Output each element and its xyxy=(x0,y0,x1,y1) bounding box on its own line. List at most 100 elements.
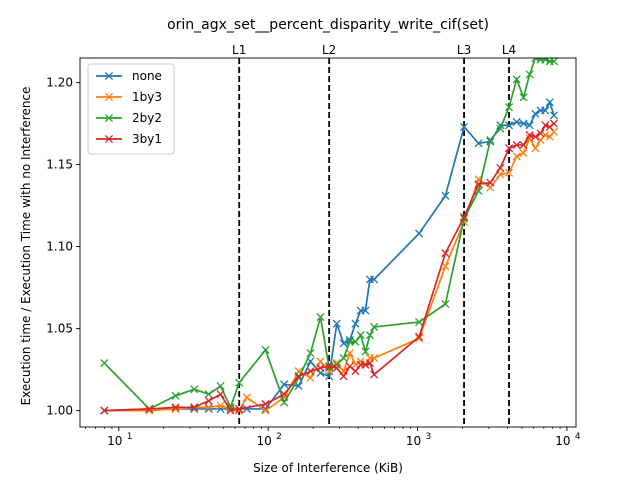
data-point-none-32 xyxy=(525,121,534,130)
data-point-1by3-9 xyxy=(261,406,270,415)
data-point-3by1-14 xyxy=(332,363,341,373)
x-tick-label: 10 xyxy=(107,434,122,448)
data-point-1by3-5 xyxy=(216,401,225,410)
data-point-1by3-35 xyxy=(541,131,550,140)
data-point-2by2-23 xyxy=(441,299,450,309)
data-point-3by1-21 xyxy=(370,370,379,379)
legend: none 1by3 2by2 3by1 xyxy=(87,63,175,155)
x-tick-label-exponent: 3 xyxy=(426,432,432,442)
x-tick-label: 10 xyxy=(257,434,272,448)
x-tick-label-exponent: 2 xyxy=(276,432,282,442)
y-tick-label: 1.20 xyxy=(46,76,73,90)
x-tick-label-exponent: 1 xyxy=(127,432,133,442)
data-point-2by2-26 xyxy=(486,135,495,145)
data-point-3by1-23 xyxy=(441,249,450,258)
data-point-1by3-13 xyxy=(316,357,325,366)
data-point-2by2-0 xyxy=(100,358,109,368)
data-point-2by2-30 xyxy=(519,93,528,102)
x-tick-label-exponent: 4 xyxy=(575,432,581,442)
data-point-2by2-17 xyxy=(351,337,360,346)
data-point-3by1-31 xyxy=(525,131,534,140)
data-point-3by1-33 xyxy=(536,129,545,138)
data-point-2by2-11 xyxy=(306,349,315,358)
data-point-2by2-15 xyxy=(339,354,348,363)
data-point-3by1-26 xyxy=(486,178,495,187)
data-point-none-10 xyxy=(280,380,289,389)
y-tick-label: 1.00 xyxy=(46,404,73,418)
data-point-2by2-2 xyxy=(171,391,180,400)
data-point-2by2-13 xyxy=(325,363,334,373)
data-point-3by1-10 xyxy=(294,372,303,381)
data-point-1by3-31 xyxy=(519,149,528,158)
data-point-3by1-20 xyxy=(365,358,374,368)
chart-title: orin_agx_set__percent_disparity_write_ci… xyxy=(167,17,489,33)
data-point-2by2-4 xyxy=(204,390,213,399)
y-tick-label: 1.10 xyxy=(46,240,73,254)
data-point-3by1-36 xyxy=(549,119,559,128)
data-point-2by2-27 xyxy=(496,124,505,133)
series-group xyxy=(100,58,559,415)
data-point-3by1-2 xyxy=(171,403,180,412)
data-point-1by3-12 xyxy=(306,373,315,382)
data-point-3by1-3 xyxy=(190,403,199,412)
legend-label-none: none xyxy=(132,69,162,83)
legend-label-1by3: 1by3 xyxy=(132,90,162,104)
data-point-3by1-5 xyxy=(216,390,225,399)
data-point-none-36 xyxy=(545,98,554,107)
data-point-2by2-7 xyxy=(235,378,244,387)
data-point-3by1-29 xyxy=(512,140,521,149)
data-point-none-22 xyxy=(370,275,379,284)
data-point-3by1-30 xyxy=(519,140,528,149)
vline-label-l1: L1 xyxy=(232,43,246,57)
data-point-none-33 xyxy=(531,109,540,118)
legend-marker-3by1 xyxy=(104,134,114,144)
data-point-2by2-9 xyxy=(280,398,289,407)
data-point-3by1-19 xyxy=(361,360,370,369)
data-point-none-23 xyxy=(415,229,424,238)
legend-box xyxy=(87,63,175,155)
data-point-1by3-4 xyxy=(204,403,213,412)
vline-label-l3: L3 xyxy=(457,43,471,57)
data-point-none-25 xyxy=(459,122,469,131)
data-point-2by2-32 xyxy=(531,58,540,63)
data-point-3by1-6 xyxy=(226,406,235,415)
data-point-none-37 xyxy=(549,111,559,120)
data-point-2by2-18 xyxy=(356,331,365,340)
vline-label-l2: L2 xyxy=(322,43,336,57)
data-point-2by2-5 xyxy=(216,381,225,391)
data-point-none-30 xyxy=(512,117,521,127)
data-point-3by1-8 xyxy=(261,399,270,409)
data-point-1by3-33 xyxy=(531,144,540,153)
data-point-1by3-23 xyxy=(415,334,424,343)
data-point-3by1-27 xyxy=(496,163,505,172)
data-point-1by3-17 xyxy=(345,349,354,358)
legend-label-3by1: 3by1 xyxy=(132,132,162,146)
plot-area: L1 L2 L3 L4 xyxy=(79,43,577,428)
legend-marker-2by2 xyxy=(104,113,114,123)
data-point-2by2-29 xyxy=(512,75,521,84)
data-point-3by1-12 xyxy=(316,363,325,373)
x-tick-label: 10 xyxy=(406,434,421,448)
vline-label-l4: L4 xyxy=(502,43,516,57)
data-point-2by2-31 xyxy=(525,70,534,79)
data-point-3by1-24 xyxy=(459,213,469,222)
data-point-none-26 xyxy=(474,139,483,148)
data-point-3by1-22 xyxy=(415,332,424,341)
legend-label-2by2: 2by2 xyxy=(132,111,162,125)
x-tick-label: 10 xyxy=(555,434,570,448)
x-axis: 10 1 10 2 10 3 10 4 xyxy=(85,427,581,448)
data-point-2by2-22 xyxy=(415,317,424,327)
data-point-none-18 xyxy=(351,319,360,328)
data-point-2by2-3 xyxy=(190,385,199,394)
data-point-3by1-11 xyxy=(306,367,315,376)
data-point-3by1-1 xyxy=(145,404,154,414)
data-point-2by2-19 xyxy=(361,347,370,356)
data-point-3by1-4 xyxy=(204,396,213,405)
data-point-2by2-8 xyxy=(261,345,270,354)
data-point-none-15 xyxy=(332,319,341,328)
data-point-1by3-29 xyxy=(504,168,514,177)
data-point-2by2-28 xyxy=(504,103,514,112)
data-point-1by3-19 xyxy=(356,357,365,366)
data-point-none-31 xyxy=(519,119,528,128)
